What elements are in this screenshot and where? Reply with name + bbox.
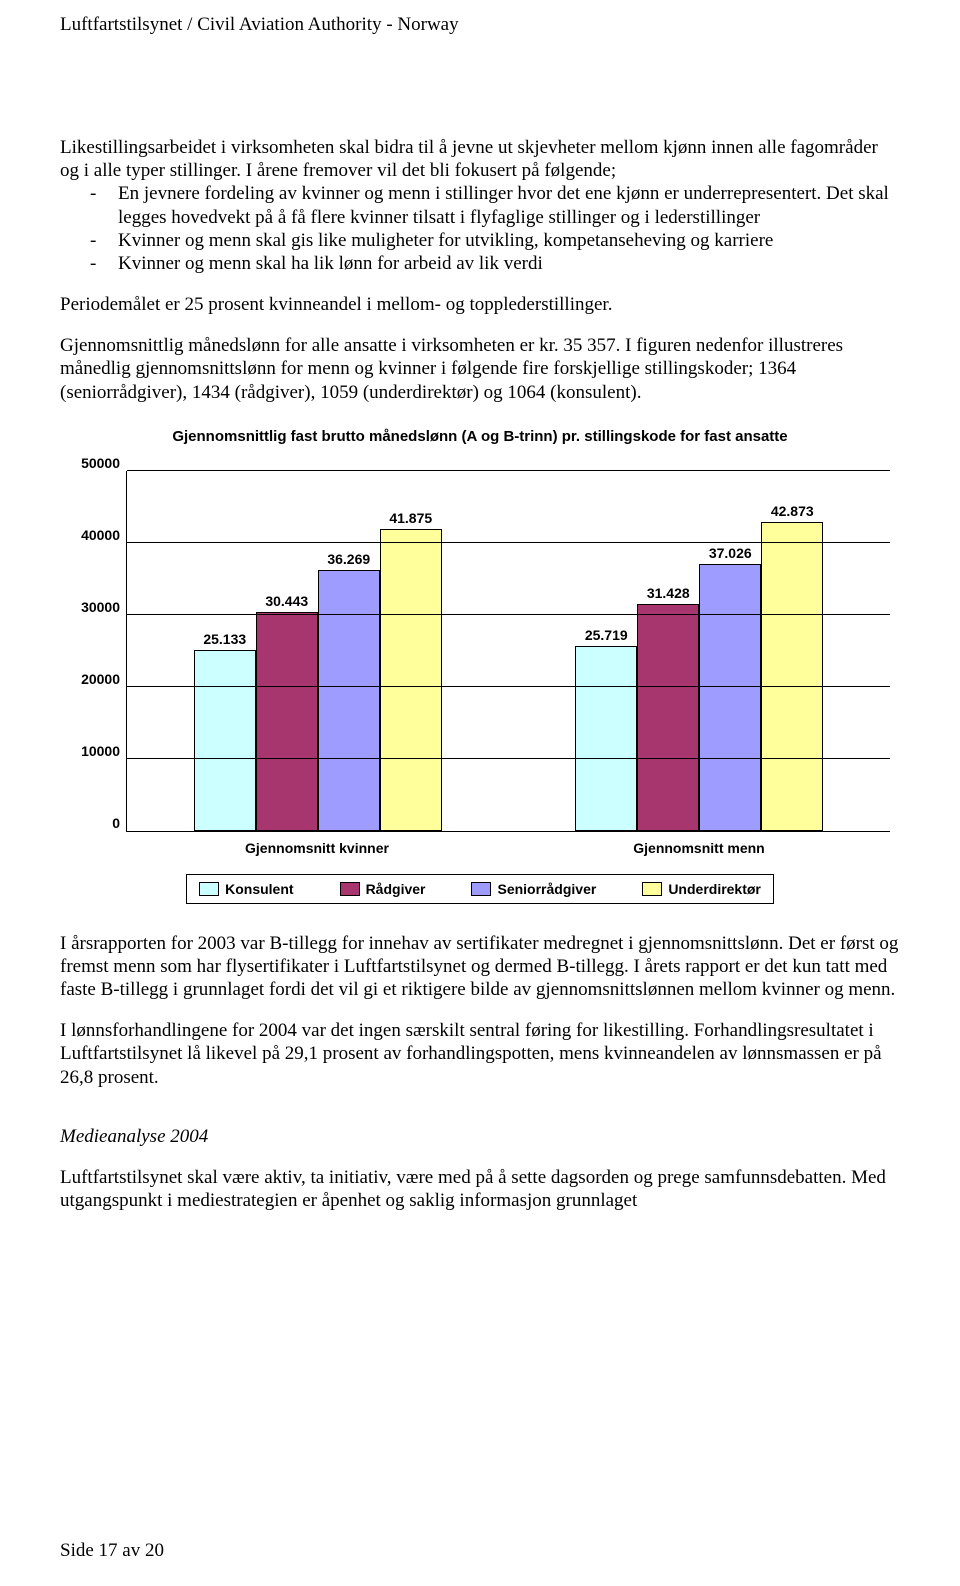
legend-swatch [642, 882, 662, 896]
chart-bar: 25.719 [575, 646, 637, 831]
chart-bar-value-label: 37.026 [709, 545, 752, 561]
x-label: Gjennomsnitt menn [508, 832, 890, 856]
chart-gridline [127, 686, 890, 687]
section-heading: Medieanalyse 2004 [60, 1125, 900, 1148]
legend-swatch [471, 882, 491, 896]
chart-bar-value-label: 36.269 [327, 551, 370, 567]
y-tick-label: 0 [112, 815, 120, 831]
salary-bar-chart: Gjennomsnittlig fast brutto månedslønn (… [70, 428, 890, 904]
legend-item: Seniorrådgiver [471, 881, 596, 897]
chart-bar: 37.026 [699, 564, 761, 831]
y-tick-label: 50000 [81, 455, 120, 471]
y-tick-label: 10000 [81, 743, 120, 759]
legend-label: Konsulent [225, 881, 293, 897]
bullet-list: En jevnere fordeling av kvinner og menn … [60, 182, 900, 275]
page-header: Luftfartstilsynet / Civil Aviation Autho… [60, 14, 900, 36]
legend-label: Underdirektør [668, 881, 761, 897]
paragraph-note-2003: I årsrapporten for 2003 var B-tillegg fo… [60, 932, 900, 1002]
legend-label: Rådgiver [366, 881, 426, 897]
chart-bar-group: 25.71931.42837.02642.873 [509, 471, 891, 831]
legend-item: Konsulent [199, 881, 293, 897]
chart-bar: 36.269 [318, 570, 380, 831]
chart-bar: 31.428 [637, 604, 699, 830]
paragraph-negotiations: I lønnsforhandlingene for 2004 var det i… [60, 1019, 900, 1089]
chart-title: Gjennomsnittlig fast brutto månedslønn (… [70, 428, 890, 445]
chart-bar-groups: 25.13330.44336.26941.87525.71931.42837.0… [127, 471, 890, 831]
chart-bar-value-label: 42.873 [771, 503, 814, 519]
page: Luftfartstilsynet / Civil Aviation Autho… [0, 0, 960, 1586]
chart-gridline [127, 614, 890, 615]
chart-gridline [127, 542, 890, 543]
page-footer: Side 17 av 20 [60, 1540, 164, 1562]
chart-gridline [127, 758, 890, 759]
chart-bar: 30.443 [256, 612, 318, 831]
legend-item: Underdirektør [642, 881, 761, 897]
legend-label: Seniorrådgiver [497, 881, 596, 897]
chart-bar-value-label: 31.428 [647, 585, 690, 601]
legend-swatch [199, 882, 219, 896]
chart-bar-value-label: 25.719 [585, 627, 628, 643]
paragraph-goal: Periodemålet er 25 prosent kvinneandel i… [60, 293, 900, 316]
y-tick-label: 40000 [81, 527, 120, 543]
chart-plot-row: 50000 40000 30000 20000 10000 0 25.13330… [70, 471, 890, 832]
chart-bar-value-label: 25.133 [203, 631, 246, 647]
list-item: En jevnere fordeling av kvinner og menn … [60, 182, 900, 228]
chart-bar-value-label: 30.443 [265, 593, 308, 609]
legend-item: Rådgiver [340, 881, 426, 897]
chart-bar: 41.875 [380, 529, 442, 831]
x-label: Gjennomsnitt kvinner [126, 832, 508, 856]
list-item: Kvinner og menn skal ha lik lønn for arb… [60, 252, 900, 275]
chart-x-axis: Gjennomsnitt kvinner Gjennomsnitt menn [126, 832, 890, 856]
y-tick-label: 20000 [81, 671, 120, 687]
chart-plot-area: 25.13330.44336.26941.87525.71931.42837.0… [126, 471, 890, 832]
paragraph-salary: Gjennomsnittlig månedslønn for alle ansa… [60, 334, 900, 404]
legend-swatch [340, 882, 360, 896]
chart-bar-group: 25.13330.44336.26941.875 [127, 471, 509, 831]
paragraph-media: Luftfartstilsynet skal være aktiv, ta in… [60, 1166, 900, 1212]
chart-gridline [127, 470, 890, 471]
y-tick-label: 30000 [81, 599, 120, 615]
chart-bar-value-label: 41.875 [389, 510, 432, 526]
list-item: Kvinner og menn skal gis like muligheter… [60, 229, 900, 252]
paragraph-intro: Likestillingsarbeidet i virksomheten ska… [60, 136, 900, 182]
chart-bar: 42.873 [761, 522, 823, 831]
chart-y-axis: 50000 40000 30000 20000 10000 0 [70, 471, 126, 831]
chart-bar: 25.133 [194, 650, 256, 831]
chart-legend: Konsulent Rådgiver Seniorrådgiver Underdire… [186, 874, 774, 904]
